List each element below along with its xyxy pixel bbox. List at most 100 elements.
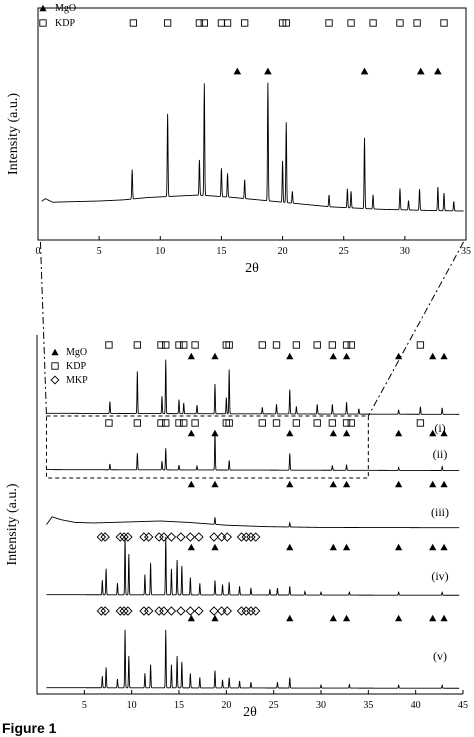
series-xrd-line	[46, 629, 460, 689]
bottom-legend-mkp-symbol	[50, 375, 60, 385]
zoom-connector-left	[39, 241, 47, 417]
series-kdp-marker	[328, 341, 337, 349]
top-x-tick-label: 35	[461, 246, 471, 257]
series-kdp-marker	[416, 341, 425, 349]
top-legend-mgo-symbol	[39, 4, 47, 12]
series-mkp-marker	[236, 606, 247, 616]
top-x-tick-label: 30	[400, 246, 410, 257]
series-mgo-marker	[286, 480, 294, 488]
series-mgo-marker	[440, 614, 448, 622]
bottom-legend-kdp-symbol	[51, 362, 59, 370]
top-kdp-marker	[325, 19, 333, 27]
series-kdp-marker	[313, 419, 321, 427]
top-x-tick-label: 5	[97, 246, 102, 257]
series-mgo-marker	[329, 429, 337, 437]
top-plot-frame	[37, 7, 467, 241]
series-mgo-marker	[329, 543, 337, 551]
top-legend-kdp-symbol	[39, 19, 47, 27]
top-kdp-marker	[241, 19, 249, 27]
series-mkp-marker	[209, 606, 219, 616]
series-mkp-marker	[241, 532, 251, 542]
series-xrd-line	[46, 536, 460, 596]
top-xrd-panel: 0 5 10 15 20 25 30 35 2θ Intensity (a.u.) MgO KDP	[6, 3, 471, 276]
bottom-x-tick-label: 10	[127, 700, 137, 711]
bottom-legend-mkp-label: MKP	[66, 375, 88, 386]
bottom-x-tick-label: 30	[316, 700, 326, 711]
series-kdp-marker	[180, 341, 188, 349]
series-kdp-marker	[105, 419, 113, 427]
bottom-y-axis-label: Intensity (a.u.)	[5, 483, 20, 565]
series-mkp-marker	[154, 606, 164, 616]
series-kdp-marker	[328, 419, 337, 427]
bottom-x-tick-label: 20	[221, 700, 231, 711]
series-mgo-marker	[329, 614, 337, 622]
top-x-axis-label: 2θ	[245, 261, 259, 276]
series-kdp-marker	[105, 341, 113, 349]
top-x-tick-label: 0	[36, 246, 41, 257]
zoom-region-box	[45, 415, 369, 479]
series-mkp-marker	[236, 532, 247, 542]
series-kdp-marker	[342, 419, 351, 427]
series-mkp-marker	[115, 532, 126, 542]
series-mkp-marker	[139, 532, 149, 542]
bottom-legend-mgo-symbol	[51, 348, 59, 356]
top-x-tick-label: 15	[216, 246, 226, 257]
series-mkp-marker	[159, 532, 169, 542]
series-mkp-marker	[139, 606, 149, 616]
top-kdp-marker	[129, 19, 138, 27]
bottom-x-tick-label: 15	[174, 700, 184, 711]
series-mkp-marker	[241, 606, 251, 616]
series-mgo-marker	[187, 429, 195, 437]
series-mgo-marker	[395, 480, 403, 488]
series-mkp-marker	[159, 606, 169, 616]
series-kdp-marker	[133, 341, 141, 349]
series-mgo-marker	[187, 480, 195, 488]
series-mkp-marker	[194, 532, 204, 542]
series-kdp-marker	[191, 341, 199, 349]
series-kdp-marker	[157, 419, 165, 427]
top-kdp-marker	[278, 19, 287, 27]
series-mkp-marker	[250, 606, 261, 616]
series-xrd-line	[46, 431, 460, 471]
top-kdp-marker	[217, 19, 226, 27]
series-mkp-marker	[185, 532, 196, 542]
top-xrd-line	[41, 82, 464, 212]
top-kdp-marker	[195, 19, 204, 27]
series-mkp-marker	[246, 532, 256, 542]
series-kdp-marker	[272, 419, 281, 427]
series-mgo-marker	[395, 543, 403, 551]
series-mkp-marker	[100, 606, 110, 616]
series-mgo-marker	[395, 429, 403, 437]
series-mkp-marker	[222, 606, 232, 616]
series-kdp-marker	[162, 341, 170, 349]
series-mkp-marker	[250, 532, 261, 542]
series-kdp-marker	[225, 341, 233, 349]
top-mgo-marker	[264, 67, 272, 75]
series-label: (i)	[434, 421, 445, 435]
top-y-axis-label: Intensity (a.u.)	[6, 93, 21, 175]
series-mgo-marker	[329, 352, 337, 360]
series-kdp-marker	[162, 419, 170, 427]
series-kdp-marker	[313, 341, 321, 349]
top-x-tick-label: 10	[155, 246, 165, 257]
series-mgo-marker	[395, 352, 403, 360]
series-kdp-marker	[347, 419, 355, 427]
top-legend-kdp-label: KDP	[55, 18, 75, 29]
top-kdp-marker	[282, 19, 290, 27]
series-mkp-marker	[176, 606, 186, 616]
bottom-xrd-panel: 5 10 15 20 25 30 35 40 45 2θ Intensity (a.u.) MgO KD…	[5, 335, 468, 720]
series-xrd-line	[46, 516, 460, 529]
series-mkp-marker	[216, 606, 227, 616]
series-mkp-marker	[166, 606, 177, 616]
series-mkp-marker	[166, 532, 177, 542]
series-mkp-marker	[176, 532, 186, 542]
series-kdp-marker	[292, 419, 301, 427]
top-kdp-marker	[163, 19, 172, 27]
series-kdp-marker	[258, 419, 266, 427]
bottom-legend-kdp-label: KDP	[66, 361, 86, 372]
series-mgo-marker	[286, 614, 294, 622]
series-mgo-marker	[187, 352, 195, 360]
top-kdp-marker	[200, 19, 208, 27]
series-mgo-marker	[211, 543, 219, 551]
